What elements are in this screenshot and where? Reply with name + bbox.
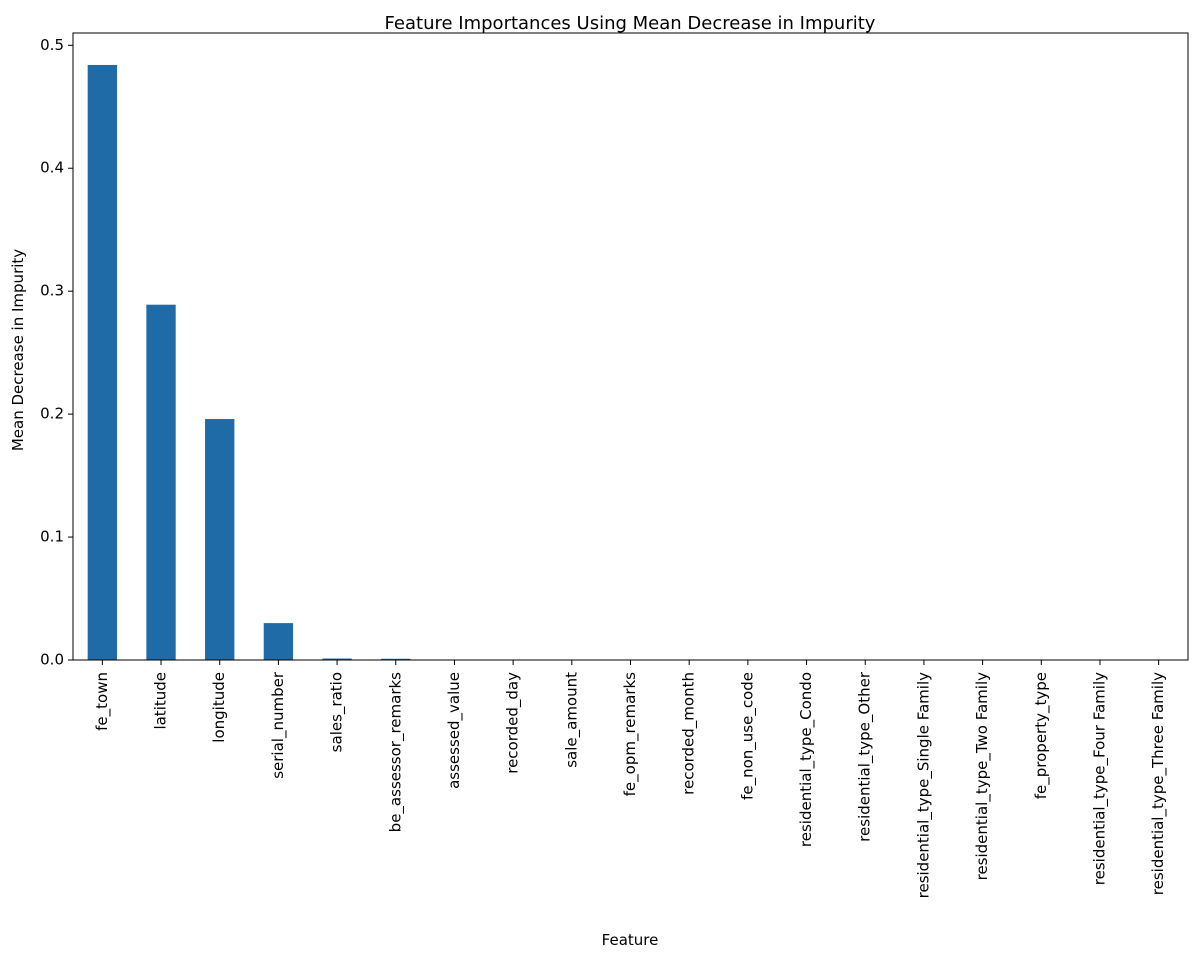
y-tick-label: 0.4	[40, 159, 64, 177]
x-tick-label: fe_property_type	[1032, 672, 1051, 799]
bar-sales-ratio	[322, 658, 352, 660]
x-tick-label: residential_type_Two Family	[973, 672, 992, 881]
x-axis-label: Feature	[602, 931, 659, 949]
bar-longitude	[205, 419, 235, 660]
chart-title: Feature Importances Using Mean Decrease …	[385, 13, 876, 34]
x-tick-label: fe_opm_remarks	[621, 672, 640, 797]
x-tick-label: sale_amount	[562, 672, 581, 768]
x-tick-label: residential_type_Other	[856, 671, 875, 842]
x-tick-label: fe_town	[93, 672, 112, 731]
y-tick-label: 0.1	[40, 528, 64, 546]
x-tick-label: be_assessor_remarks	[386, 672, 405, 832]
x-tick-label: latitude	[152, 672, 170, 730]
bar-be-assessor-remarks	[381, 658, 411, 660]
x-tick-label: residential_type_Four Family	[1090, 672, 1109, 885]
x-tick-label: serial_number	[269, 671, 288, 779]
bar-fe-town	[87, 64, 118, 660]
y-tick-label: 0.5	[40, 36, 64, 54]
x-tick-label: longitude	[210, 672, 228, 743]
y-tick-label: 0.3	[40, 282, 64, 300]
x-tick-label: residential_type_Condo	[797, 672, 816, 847]
x-tick-label: residential_type_Three Family	[1149, 672, 1168, 895]
x-tick-label: recorded_day	[504, 672, 523, 774]
x-tick-label: sales_ratio	[328, 672, 347, 752]
y-axis: 0.0 0.1 0.2 0.3 0.4 0.5	[40, 36, 73, 669]
bar-serial-number	[263, 623, 294, 660]
y-tick-label: 0.0	[40, 651, 64, 669]
x-tick-label: residential_type_Single Family	[914, 672, 933, 898]
y-tick-label: 0.2	[40, 405, 64, 423]
x-tick-label: assessed_value	[445, 672, 464, 789]
x-axis: fe_town latitude longitude serial_number sal…	[93, 660, 1168, 898]
x-tick-label: fe_non_use_code	[738, 672, 757, 800]
y-axis-label: Mean Decrease in Impurity	[9, 249, 27, 451]
bars-group	[87, 64, 587, 660]
x-tick-label: recorded_month	[680, 672, 699, 795]
bar-latitude	[146, 304, 176, 660]
plot-frame	[72, 32, 1189, 661]
